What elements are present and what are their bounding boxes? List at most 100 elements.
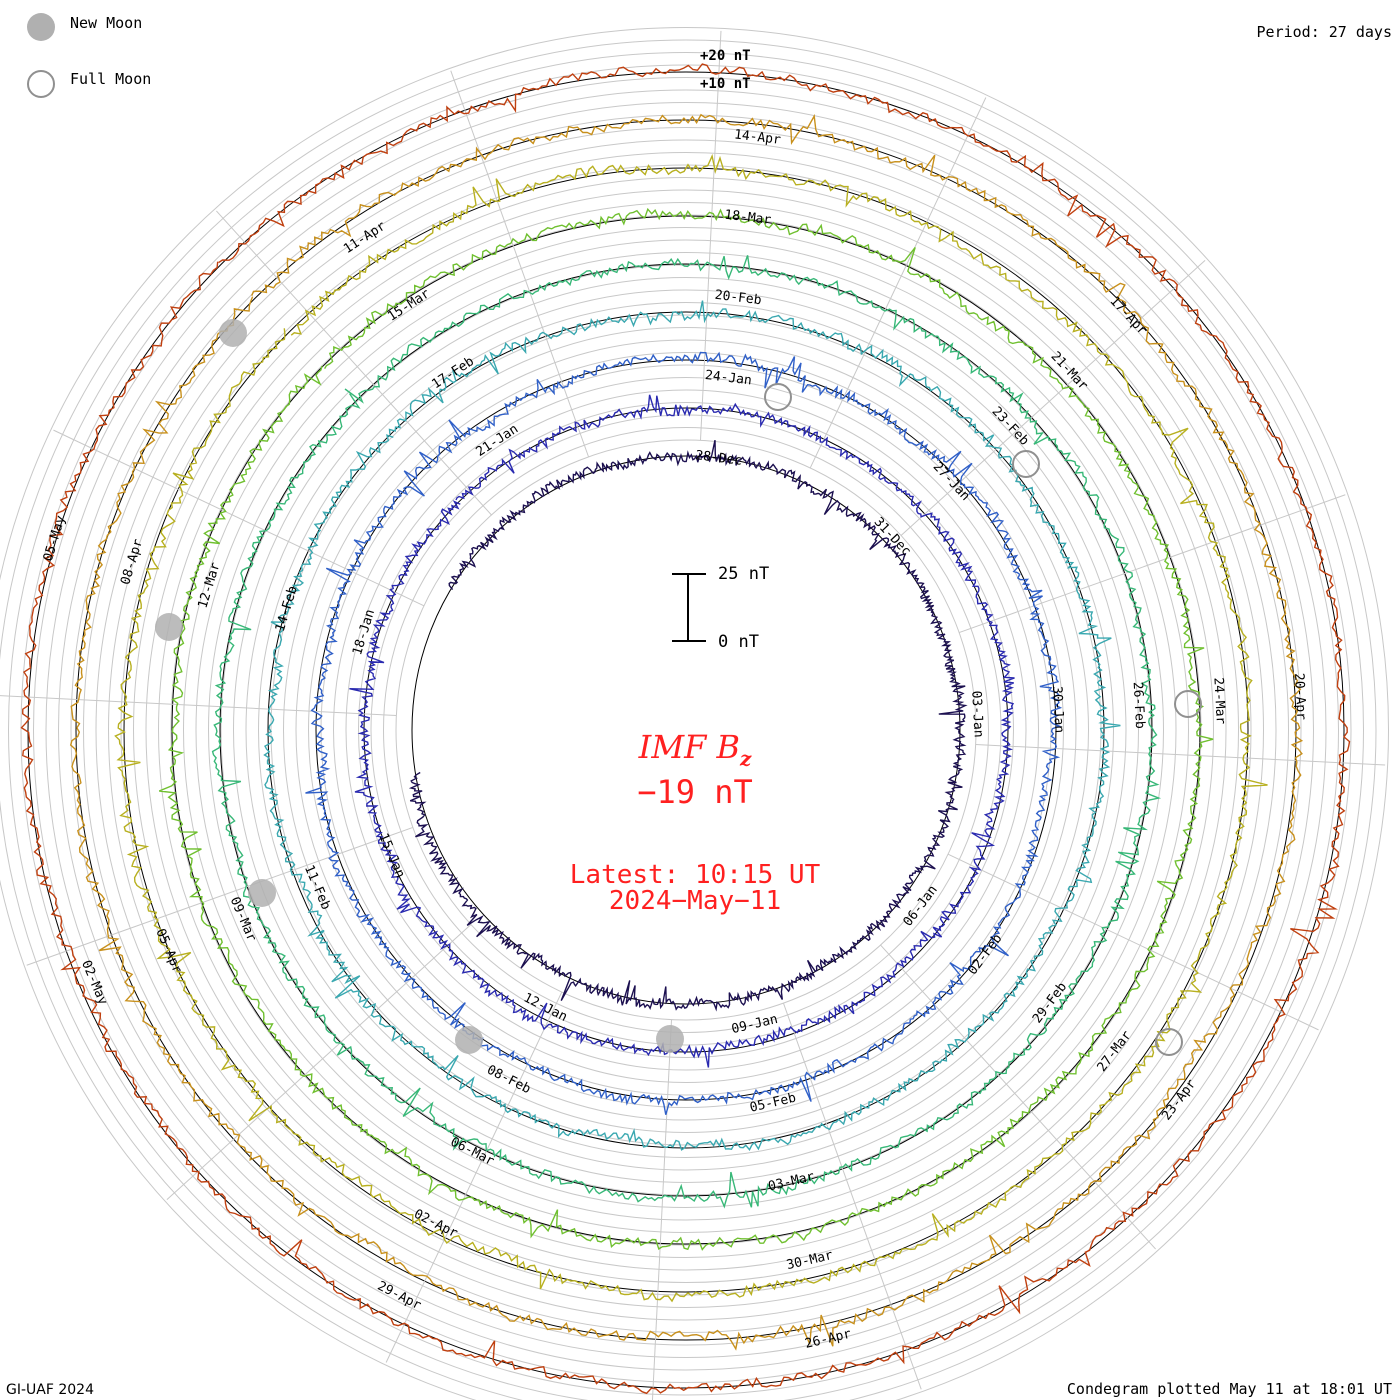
grid-circle: [95, 139, 1277, 1321]
grid-circle: [108, 152, 1264, 1308]
full-moon-marker: [1012, 450, 1040, 478]
date-label: 03-Jan: [968, 690, 986, 738]
trace-feb-mar: [211, 255, 1162, 1209]
grid-circle: [8, 52, 1364, 1400]
spoke-line: [782, 1002, 922, 1390]
grid-circle: [158, 202, 1214, 1258]
grid-circle: [208, 252, 1164, 1208]
current-bz-value: −19 nT: [637, 773, 753, 811]
moon-markers: [155, 319, 1202, 1056]
grid-circle: [233, 277, 1139, 1183]
grid-circle: [395, 439, 977, 1021]
date-label: 05-May: [41, 514, 69, 563]
grid-circle: [358, 402, 1014, 1058]
spoke-line: [900, 260, 1206, 536]
date-label: 21-Jan: [474, 422, 522, 460]
grid-circle: [145, 189, 1227, 1271]
new-moon-marker: [455, 1026, 483, 1054]
grid-circle: [0, 27, 1389, 1400]
baseline-circle: [27, 71, 1345, 1389]
spoke-line: [0, 695, 397, 717]
period-label: Period: 27 days: [1256, 23, 1392, 41]
spoke-line: [651, 1019, 673, 1400]
scale-bottom-label: 0 nT: [718, 632, 759, 652]
date-label: 02-May: [78, 958, 110, 1007]
spoke-line: [385, 991, 563, 1363]
spoke-line: [450, 70, 590, 458]
grid-circle: [33, 77, 1339, 1383]
date-label: 05-Feb: [748, 1091, 797, 1116]
grid-circle: [345, 389, 1027, 1071]
credit-label: GI-UAF 2024: [6, 1382, 94, 1398]
spoke-line: [880, 944, 1156, 1250]
grid-circle: [70, 114, 1302, 1346]
grid-circle: [183, 227, 1189, 1233]
spoke-lines: [0, 30, 1386, 1400]
spoke-line: [166, 924, 472, 1200]
grid-circle: [295, 339, 1077, 1121]
scale-plus10-label: +10 nT: [700, 76, 751, 92]
full-moon-marker: [1174, 690, 1202, 718]
trace-dec-jan: [408, 439, 968, 1012]
title-subscript: z: [739, 746, 752, 771]
trace-apr: [69, 113, 1304, 1351]
baseline-circle: [219, 263, 1153, 1197]
full-moon-label: Full Moon: [70, 70, 152, 88]
scale-bar: [672, 573, 706, 642]
scale-top-label: 25 nT: [718, 564, 770, 584]
spoke-line: [699, 30, 722, 441]
trace-feb: [263, 300, 1121, 1151]
grid-circle: [308, 352, 1064, 1108]
date-label: 14-Apr: [733, 127, 782, 148]
baseline-circle: [315, 359, 1057, 1101]
grid-circle: [245, 289, 1127, 1171]
spoke-line: [53, 429, 425, 607]
latest-date: 2024−May−11: [608, 886, 782, 916]
spoke-line: [809, 97, 987, 469]
full-moon-marker: [764, 383, 792, 411]
new-moon-marker: [219, 319, 247, 347]
trace-apr-may: [20, 63, 1351, 1395]
grid-circle: [383, 427, 989, 1033]
date-label: 15-Jan: [375, 831, 407, 880]
date-label: 06-Jan: [901, 883, 941, 930]
spoke-line: [26, 826, 414, 966]
grid-circle: [258, 302, 1114, 1158]
grid-circle: [333, 377, 1039, 1083]
date-label: 26-Feb: [1130, 681, 1148, 729]
grid-circle: [283, 327, 1089, 1133]
spoke-line: [216, 210, 492, 516]
date-label: 24-Jan: [704, 368, 752, 389]
full-moon-icon: [27, 70, 55, 98]
grid-circle: [220, 264, 1152, 1196]
new-moon-marker: [248, 879, 276, 907]
grid-circle: [195, 239, 1177, 1221]
spoke-line: [947, 853, 1319, 1031]
date-label: 20-Apr: [1291, 673, 1309, 721]
scale-plus20-label: +20 nT: [700, 48, 751, 64]
date-label: 03-Mar: [767, 1169, 816, 1194]
date-label: 08-Apr: [118, 537, 146, 586]
baseline-circle: [267, 311, 1105, 1149]
new-moon-marker: [155, 613, 183, 641]
trace-mar: [158, 207, 1214, 1251]
spoke-line: [958, 494, 1346, 634]
trace-mar-apr: [114, 153, 1268, 1303]
grid-circle: [0, 39, 1377, 1400]
date-label: 24-Mar: [1210, 677, 1228, 725]
new-moon-label: New Moon: [70, 14, 143, 32]
grid-circle: [133, 177, 1239, 1283]
trace-jan-feb: [305, 351, 1063, 1115]
grid-circle: [370, 414, 1002, 1046]
spoke-line: [975, 743, 1386, 766]
grid-circle: [83, 127, 1289, 1333]
imf-bz-title: IMF Bz: [560, 728, 830, 770]
date-label: 20-Feb: [714, 288, 763, 309]
date-label: 30-Mar: [785, 1248, 834, 1273]
data-traces: [20, 63, 1351, 1395]
grid-circle: [45, 89, 1327, 1371]
latest-time: Latest: 10:15 UT: [569, 860, 821, 890]
date-label: 29-Apr: [375, 1279, 424, 1314]
trace-jan: [349, 394, 1015, 1068]
